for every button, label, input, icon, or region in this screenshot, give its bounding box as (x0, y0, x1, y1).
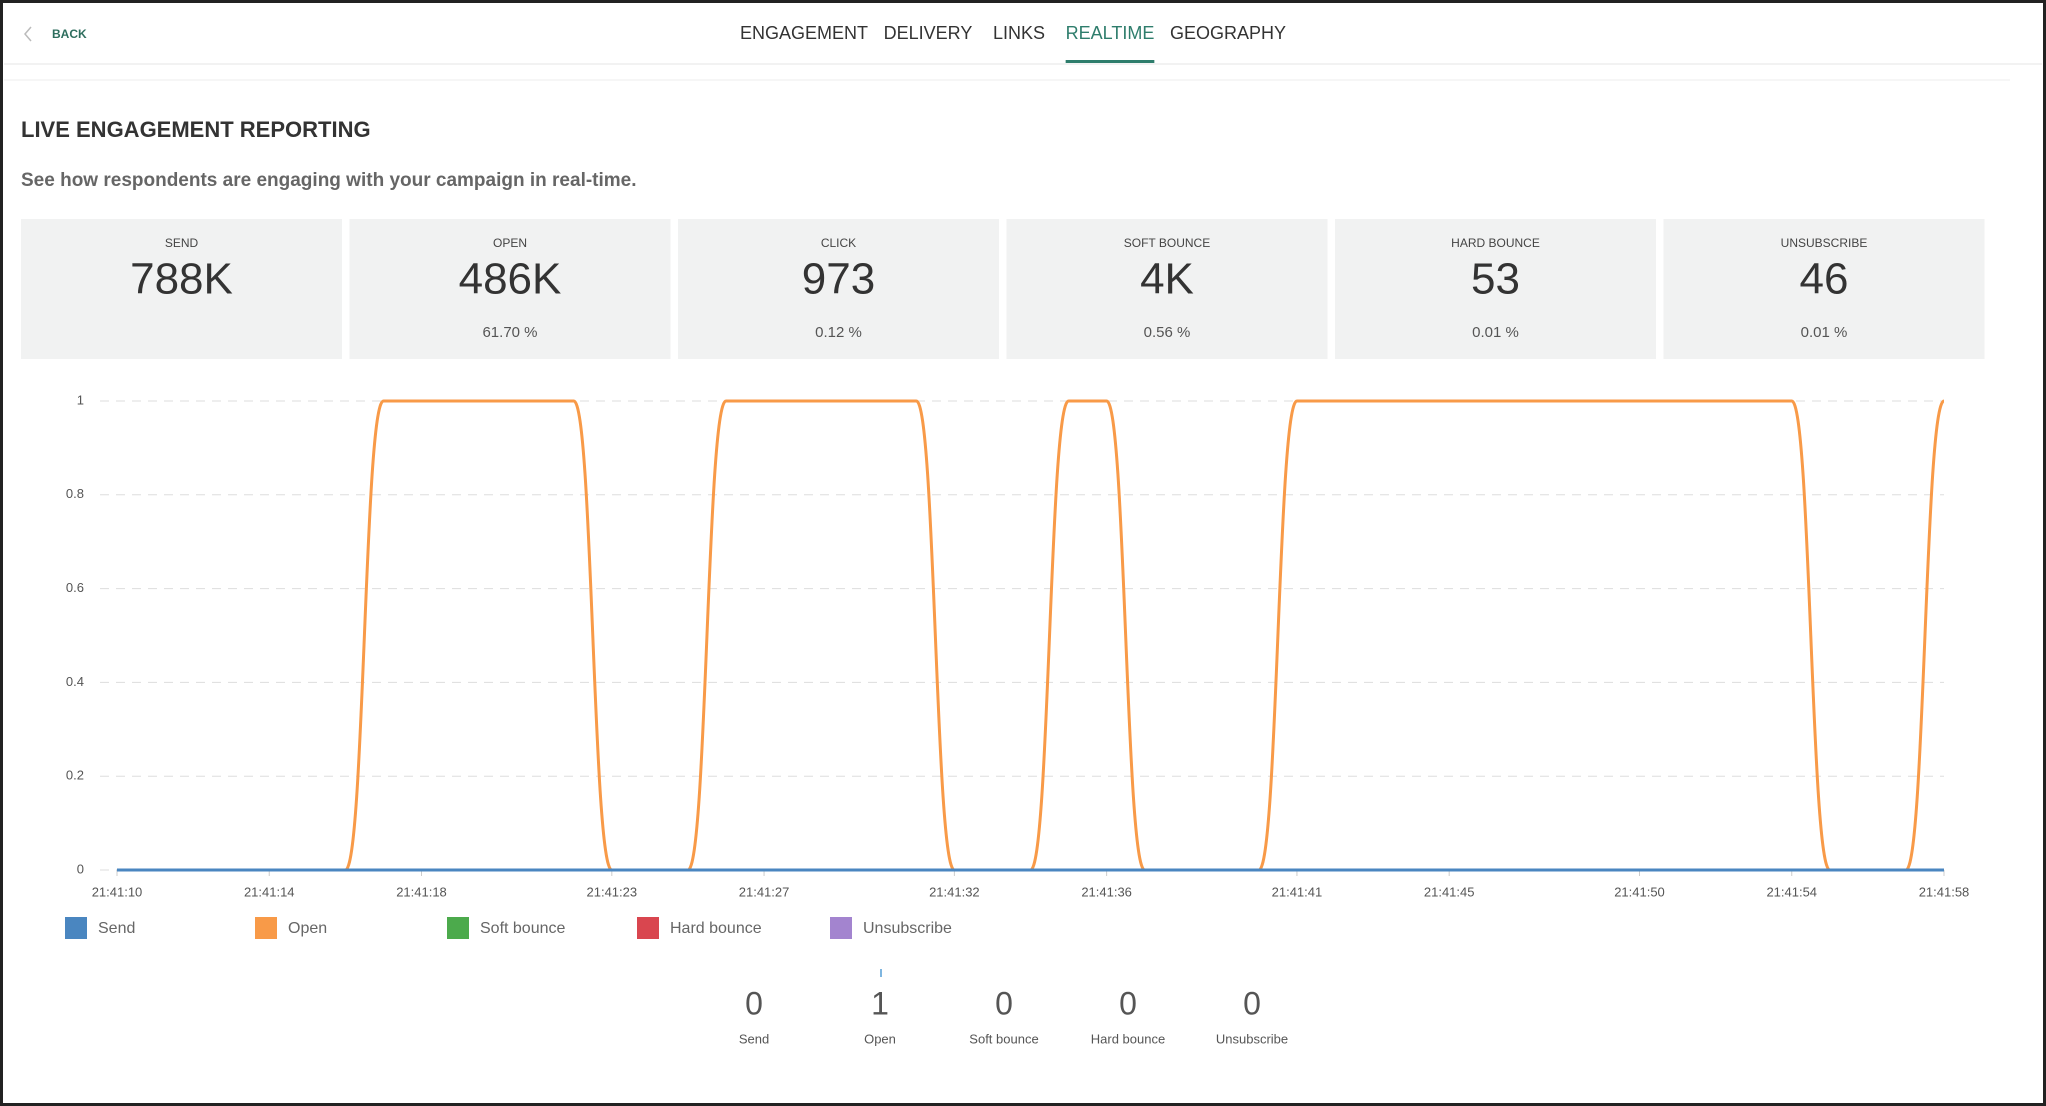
stat-card (21, 219, 342, 359)
page-title: LIVE ENGAGEMENT REPORTING (21, 117, 371, 142)
x-tick-label: 21:41:54 (1766, 884, 1817, 899)
active-tab-underline (1065, 60, 1155, 63)
back-link[interactable]: BACK (52, 27, 87, 41)
legend-label[interactable]: Open (288, 920, 327, 937)
nav-tab[interactable]: LINKS (993, 23, 1045, 43)
stat-value: 46 (1800, 255, 1849, 304)
y-tick-label: 0.4 (66, 674, 84, 689)
live-count-value: 0 (745, 985, 763, 1021)
y-tick-label: 0 (77, 861, 84, 876)
stat-card (1335, 219, 1656, 359)
stat-label: HARD BOUNCE (1451, 236, 1540, 250)
live-count-value: 0 (1243, 985, 1261, 1021)
stat-card (1006, 219, 1328, 359)
stat-value: 788K (130, 255, 233, 304)
legend-swatch[interactable] (255, 917, 277, 939)
stat-label: SOFT BOUNCE (1124, 236, 1210, 250)
stat-value: 973 (802, 255, 875, 304)
stat-label: OPEN (493, 236, 527, 250)
live-count-label: Soft bounce (969, 1031, 1038, 1046)
nav-tab[interactable]: DELIVERY (884, 23, 973, 43)
live-count-value: 0 (1119, 985, 1137, 1021)
live-count-value: 1 (871, 985, 889, 1021)
legend-label[interactable]: Hard bounce (670, 920, 762, 937)
y-tick-label: 0.8 (66, 486, 84, 501)
nav-tab[interactable]: REALTIME (1066, 23, 1155, 43)
stat-percent: 0.56 % (1144, 324, 1191, 341)
x-tick-label: 21:41:36 (1081, 884, 1132, 899)
x-tick-label: 21:41:23 (587, 884, 638, 899)
x-tick-label: 21:41:32 (929, 884, 980, 899)
x-tick-label: 21:41:50 (1614, 884, 1665, 899)
legend-swatch[interactable] (637, 917, 659, 939)
page-subtitle: See how respondents are engaging with yo… (21, 170, 637, 191)
stat-card (678, 219, 999, 359)
back-icon[interactable] (24, 26, 32, 42)
legend-swatch[interactable] (447, 917, 469, 939)
y-tick-label: 1 (77, 392, 84, 407)
stat-percent: 0.01 % (1801, 324, 1848, 341)
x-tick-label: 21:41:14 (244, 884, 295, 899)
nav-tab[interactable]: GEOGRAPHY (1170, 23, 1286, 43)
x-tick-label: 21:41:27 (739, 884, 790, 899)
stat-label: SEND (165, 236, 199, 250)
stat-label: CLICK (821, 236, 856, 250)
stat-value: 53 (1471, 255, 1520, 304)
legend-label[interactable]: Send (98, 920, 135, 937)
stat-percent: 0.12 % (815, 324, 862, 341)
live-count-label: Hard bounce (1091, 1031, 1165, 1046)
y-tick-label: 0.2 (66, 768, 84, 783)
stat-value: 486K (459, 255, 562, 304)
stat-card (1663, 219, 1985, 359)
legend-label[interactable]: Soft bounce (480, 920, 566, 937)
x-tick-label: 21:41:58 (1919, 884, 1970, 899)
x-tick-label: 21:41:45 (1424, 884, 1475, 899)
legend-swatch[interactable] (65, 917, 87, 939)
nav-tab[interactable]: ENGAGEMENT (740, 23, 868, 43)
stat-label: UNSUBSCRIBE (1781, 236, 1868, 250)
live-count-label: Unsubscribe (1216, 1031, 1288, 1046)
stat-percent: 61.70 % (482, 324, 537, 341)
stat-value: 4K (1140, 255, 1194, 304)
live-count-label: Send (739, 1031, 769, 1046)
x-tick-label: 21:41:18 (396, 884, 447, 899)
live-count-value: 0 (995, 985, 1013, 1021)
live-count-label: Open (864, 1031, 896, 1046)
x-tick-label: 21:41:41 (1272, 884, 1323, 899)
stat-percent: 0.01 % (1472, 324, 1519, 341)
y-tick-label: 0.6 (66, 580, 84, 595)
legend-label[interactable]: Unsubscribe (863, 920, 952, 937)
stat-card (349, 219, 671, 359)
x-tick-label: 21:41:10 (92, 884, 143, 899)
series-line (117, 399, 1946, 872)
legend-swatch[interactable] (830, 917, 852, 939)
